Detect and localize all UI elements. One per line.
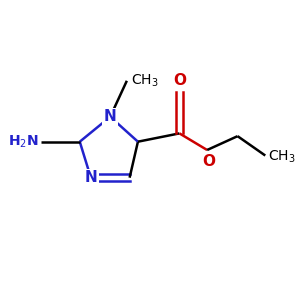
Text: O: O bbox=[173, 73, 186, 88]
Text: N: N bbox=[85, 170, 97, 185]
Text: O: O bbox=[202, 154, 215, 169]
Text: N: N bbox=[104, 109, 117, 124]
Text: CH$_3$: CH$_3$ bbox=[268, 149, 296, 165]
Text: H$_2$N: H$_2$N bbox=[8, 134, 38, 150]
Text: CH$_3$: CH$_3$ bbox=[131, 73, 159, 89]
